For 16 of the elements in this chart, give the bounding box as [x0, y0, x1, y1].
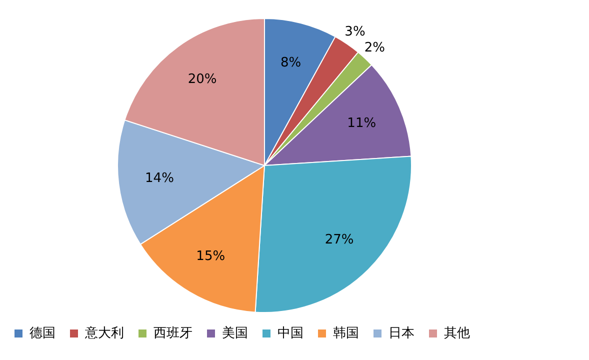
data-label: 20% [188, 72, 217, 88]
legend-label: 韩国 [333, 326, 359, 341]
legend-label: 德国 [30, 326, 56, 341]
data-label: 27% [324, 232, 354, 248]
legend-label: 日本 [388, 326, 414, 341]
legend-label: 美国 [222, 324, 248, 341]
data-label: 2% [364, 40, 386, 56]
data-label: 11% [347, 116, 376, 131]
legend-label: 其他 [444, 326, 470, 341]
legend-label: 西班牙 [154, 326, 192, 341]
data-label: 3% [344, 24, 366, 40]
data-label: 8% [280, 55, 302, 70]
data-label: 14% [145, 171, 174, 186]
legend-label: 中国 [278, 326, 304, 341]
legend-label: 意大利 [84, 326, 124, 341]
data-label: 15% [196, 248, 226, 264]
